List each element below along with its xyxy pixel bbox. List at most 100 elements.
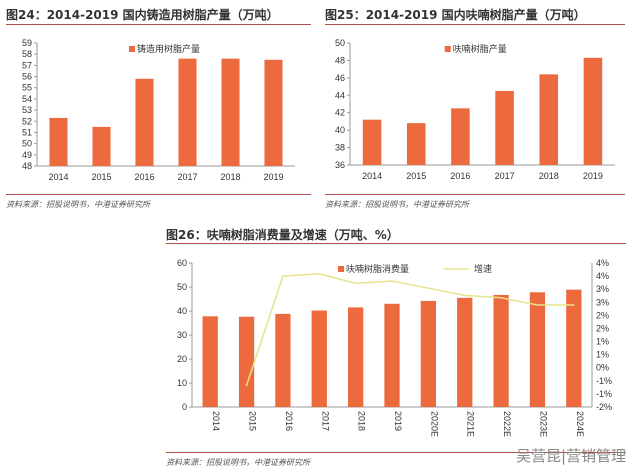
chart3-y2-tick-label: 0%	[596, 363, 609, 373]
chart1-source: 资料来源：招股说明书，中港证券研究所	[6, 200, 150, 209]
chart3-growth-line	[245, 273, 574, 386]
chart3-bar	[348, 307, 364, 407]
chart2-legend-swatch	[444, 46, 451, 52]
chart1-y-tick-label: 50	[22, 139, 32, 149]
chart3-y-tick-label: 0	[182, 402, 187, 412]
chart1-y-tick-label: 52	[22, 116, 32, 126]
chart1-x-tick-label: 2019	[263, 172, 283, 182]
chart3-x-tick-label: 2023E	[538, 411, 548, 437]
chart1-y-tick-label: 48	[22, 161, 32, 171]
chart3-y2-tick-label: -1%	[596, 376, 612, 386]
chart1-bottom-rule	[6, 194, 311, 195]
chart1-bar	[264, 59, 283, 166]
chart3-bar	[384, 303, 400, 407]
chart2-bar	[406, 123, 426, 165]
chart3-source: 资料来源：招股说明书，中港证券研究所	[166, 458, 310, 467]
chart2-y-tick-label: 36	[335, 160, 345, 170]
chart3-bar	[275, 313, 291, 407]
chart3-legend-line-label: 增速	[474, 263, 492, 274]
chart2-y-tick-label: 40	[335, 125, 345, 135]
chart2-x-tick-label: 2014	[362, 171, 382, 181]
chart3-y-tick-label: 30	[177, 330, 187, 340]
chart3-x-tick-label: 2015	[248, 411, 258, 431]
chart1-bar	[221, 58, 240, 167]
chart3-bar	[566, 289, 582, 407]
chart2-bar	[451, 108, 470, 165]
chart1-x-tick-label: 2017	[177, 172, 197, 182]
chart2-x-tick-label: 2016	[450, 171, 470, 181]
chart3-bar	[529, 292, 546, 407]
chart2-y-tick-label: 46	[335, 73, 345, 83]
chart2-bar	[539, 74, 559, 165]
chart3-y2-tick-label: 2%	[596, 310, 609, 320]
chart1-y-tick-label: 58	[22, 49, 32, 59]
chart3-rule	[166, 243, 626, 244]
chart3-y2-tick-label: 3%	[596, 297, 609, 307]
chart3-y2-tick-label: -2%	[596, 402, 612, 412]
chart3-y2-tick-label: -1%	[596, 389, 612, 399]
chart3-y2-tick-label: 3%	[596, 284, 609, 294]
chart3-x-tick-label: 2021E	[466, 411, 476, 437]
chart1-y-tick-label: 54	[22, 94, 32, 104]
chart3-legend-swatch	[338, 266, 344, 272]
chart2-x-tick-label: 2017	[495, 171, 515, 181]
chart3-y-tick-label: 60	[177, 258, 187, 268]
chart3-x-tick-label: 2024E	[575, 411, 585, 437]
chart2-source: 资料来源：招股说明书，中港证券研究所	[325, 200, 469, 209]
chart2-rule	[325, 24, 625, 25]
chart2-bar	[495, 90, 514, 165]
chart3-x-tick-label: 2017	[320, 411, 330, 431]
chart2-bar	[362, 119, 382, 165]
chart3-bar	[202, 316, 218, 407]
chart1-y-tick-label: 55	[22, 83, 32, 93]
chart2-y-tick-label: 50	[335, 38, 345, 48]
chart3-x-tick-label: 2019	[393, 411, 403, 431]
chart1-bar	[135, 78, 154, 166]
chart1-bar	[178, 58, 197, 167]
chart3-bar	[311, 310, 327, 407]
chart3-bar	[457, 297, 473, 407]
chart3-title: 图26：呋喃树脂消费量及增速（万吨、%）	[166, 228, 399, 242]
chart1-bar	[92, 126, 111, 166]
chart1-x-tick-label: 2018	[220, 172, 240, 182]
chart3-bar	[493, 294, 509, 407]
chart1-y-tick-label: 51	[22, 127, 32, 137]
chart3-y2-tick-label: 1%	[596, 337, 609, 347]
chart3-x-tick-label: 2016	[284, 411, 294, 431]
chart1-y-tick-label: 53	[22, 105, 32, 115]
chart1-x-tick-label: 2016	[134, 172, 154, 182]
chart1-x-tick-label: 2015	[91, 172, 111, 182]
chart3-y2-tick-label: 1%	[596, 350, 609, 360]
chart2-legend-label: 呋喃树脂产量	[453, 43, 507, 54]
chart2-y-tick-label: 48	[335, 55, 345, 65]
chart3-bar	[420, 300, 436, 407]
chart3-y2-tick-label: 2%	[596, 323, 609, 333]
chart3-legend-label: 呋喃树脂消费量	[346, 263, 409, 274]
chart1-y-tick-label: 59	[22, 38, 32, 48]
chart2-y-tick-label: 42	[335, 108, 345, 118]
chart2-x-tick-label: 2018	[539, 171, 559, 181]
chart2-bottom-rule	[325, 194, 625, 195]
chart2-y-tick-label: 44	[335, 90, 345, 100]
chart3-y-tick-label: 20	[177, 354, 187, 364]
chart1-y-tick-label: 56	[22, 72, 32, 82]
chart2-y-tick-label: 38	[335, 143, 345, 153]
chart1-y-tick-label: 57	[22, 60, 32, 70]
chart1-rule	[6, 24, 311, 25]
watermark: 吴营昆|营销管理	[515, 447, 626, 465]
chart1-legend-swatch	[129, 46, 136, 52]
chart1-bar	[49, 117, 68, 166]
chart2-x-tick-label: 2019	[583, 171, 603, 181]
chart3-x-tick-label: 2014	[211, 411, 221, 431]
chart3-y2-tick-label: 4%	[596, 258, 609, 268]
chart3-x-tick-label: 2020E	[429, 411, 439, 437]
chart3-bottom-rule	[166, 452, 626, 453]
chart3-x-tick-label: 2022E	[502, 411, 512, 437]
chart1-legend-label: 铸造用树脂产量	[137, 43, 200, 54]
chart3-y-tick-label: 10	[177, 378, 187, 388]
chart3-y-tick-label: 40	[177, 306, 187, 316]
chart2-x-tick-label: 2015	[406, 171, 426, 181]
chart3-y2-tick-label: 4%	[596, 271, 609, 281]
chart1-title: 图24：2014-2019 国内铸造用树脂产量（万吨）	[6, 8, 279, 22]
